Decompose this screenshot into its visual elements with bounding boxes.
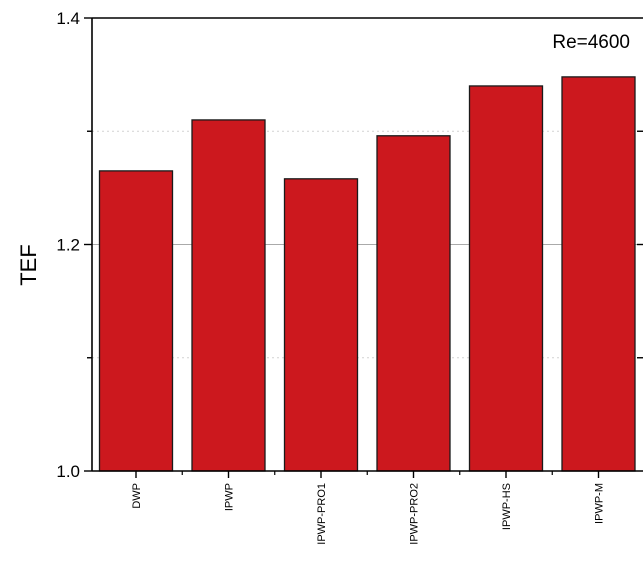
x-tick-label: IPWP-PRO1 — [316, 483, 328, 545]
y-tick-label: 1.2 — [56, 236, 80, 255]
bars — [98, 76, 636, 472]
y-tick-labels: 1.0 1.2 1.4 — [56, 9, 80, 481]
grid-lines — [92, 130, 643, 359]
x-tick-label: DWP — [131, 483, 143, 509]
bar-ipwp-pro2 — [376, 135, 451, 472]
bar-ipwp-pro1 — [283, 178, 359, 472]
bar-dwp — [98, 170, 174, 472]
re-annotation: Re=4600 — [552, 32, 630, 53]
y-tick-label: 1.0 — [56, 462, 80, 481]
x-tick-label: IPWP — [224, 483, 236, 511]
x-tick-label: IPWP-M — [594, 483, 606, 524]
bar-ipwp-hs — [468, 85, 544, 472]
x-tick-label: IPWP-HS — [501, 483, 513, 530]
y-tick-label: 1.4 — [56, 9, 80, 28]
x-tick-labels: DWP IPWP IPWP-PRO1 IPWP-PRO2 IPWP-HS IPWP-M — [131, 483, 606, 545]
y-axis-label: TEF — [16, 244, 41, 286]
axes — [84, 17, 643, 478]
x-tick-label: IPWP-PRO2 — [409, 483, 421, 545]
bar-ipwp — [191, 119, 266, 472]
bar-ipwp-m — [561, 76, 636, 472]
